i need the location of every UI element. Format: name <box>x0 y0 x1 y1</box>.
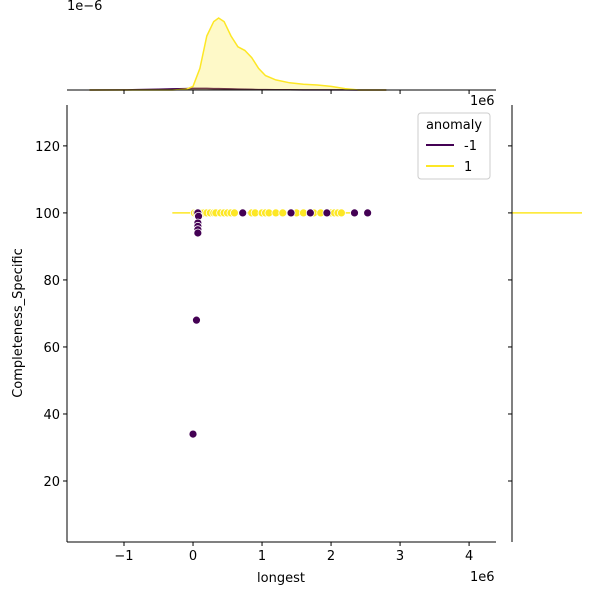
point <box>278 208 288 218</box>
legend-title: anomaly <box>426 118 482 133</box>
x-axis-label: longest <box>257 571 305 586</box>
point <box>188 429 198 439</box>
point <box>192 315 201 325</box>
y-tick-label: 120 <box>35 140 60 155</box>
y-tick-label: 60 <box>43 341 60 356</box>
y-axis-label: Completeness_Specific <box>11 248 26 398</box>
legend-label: 1 <box>464 160 472 175</box>
y-tick-label: 80 <box>43 274 60 289</box>
top-offset-label: 1e−6 <box>67 0 102 14</box>
x-tick-label: −1 <box>114 549 133 564</box>
x-tick-label: 3 <box>396 549 404 564</box>
x-tick-label: 4 <box>465 549 473 564</box>
x-offset-label: 1e6 <box>470 570 495 585</box>
point <box>286 208 296 218</box>
x-tick-label: 1 <box>258 549 266 564</box>
x-offset-label-top: 1e6 <box>470 94 495 109</box>
point <box>350 208 359 218</box>
point <box>193 228 203 238</box>
kde-area <box>89 18 387 90</box>
point <box>337 208 346 218</box>
point <box>238 208 248 218</box>
y-tick-label: 40 <box>43 408 60 423</box>
x-tick-label: 0 <box>189 549 197 564</box>
point <box>230 208 239 218</box>
y-tick-label: 20 <box>43 475 60 490</box>
legend-label: -1 <box>464 139 477 154</box>
y-tick-label: 100 <box>35 207 60 222</box>
point <box>322 208 332 218</box>
point <box>305 208 315 218</box>
point <box>363 208 373 218</box>
x-tick-label: 2 <box>327 549 335 564</box>
